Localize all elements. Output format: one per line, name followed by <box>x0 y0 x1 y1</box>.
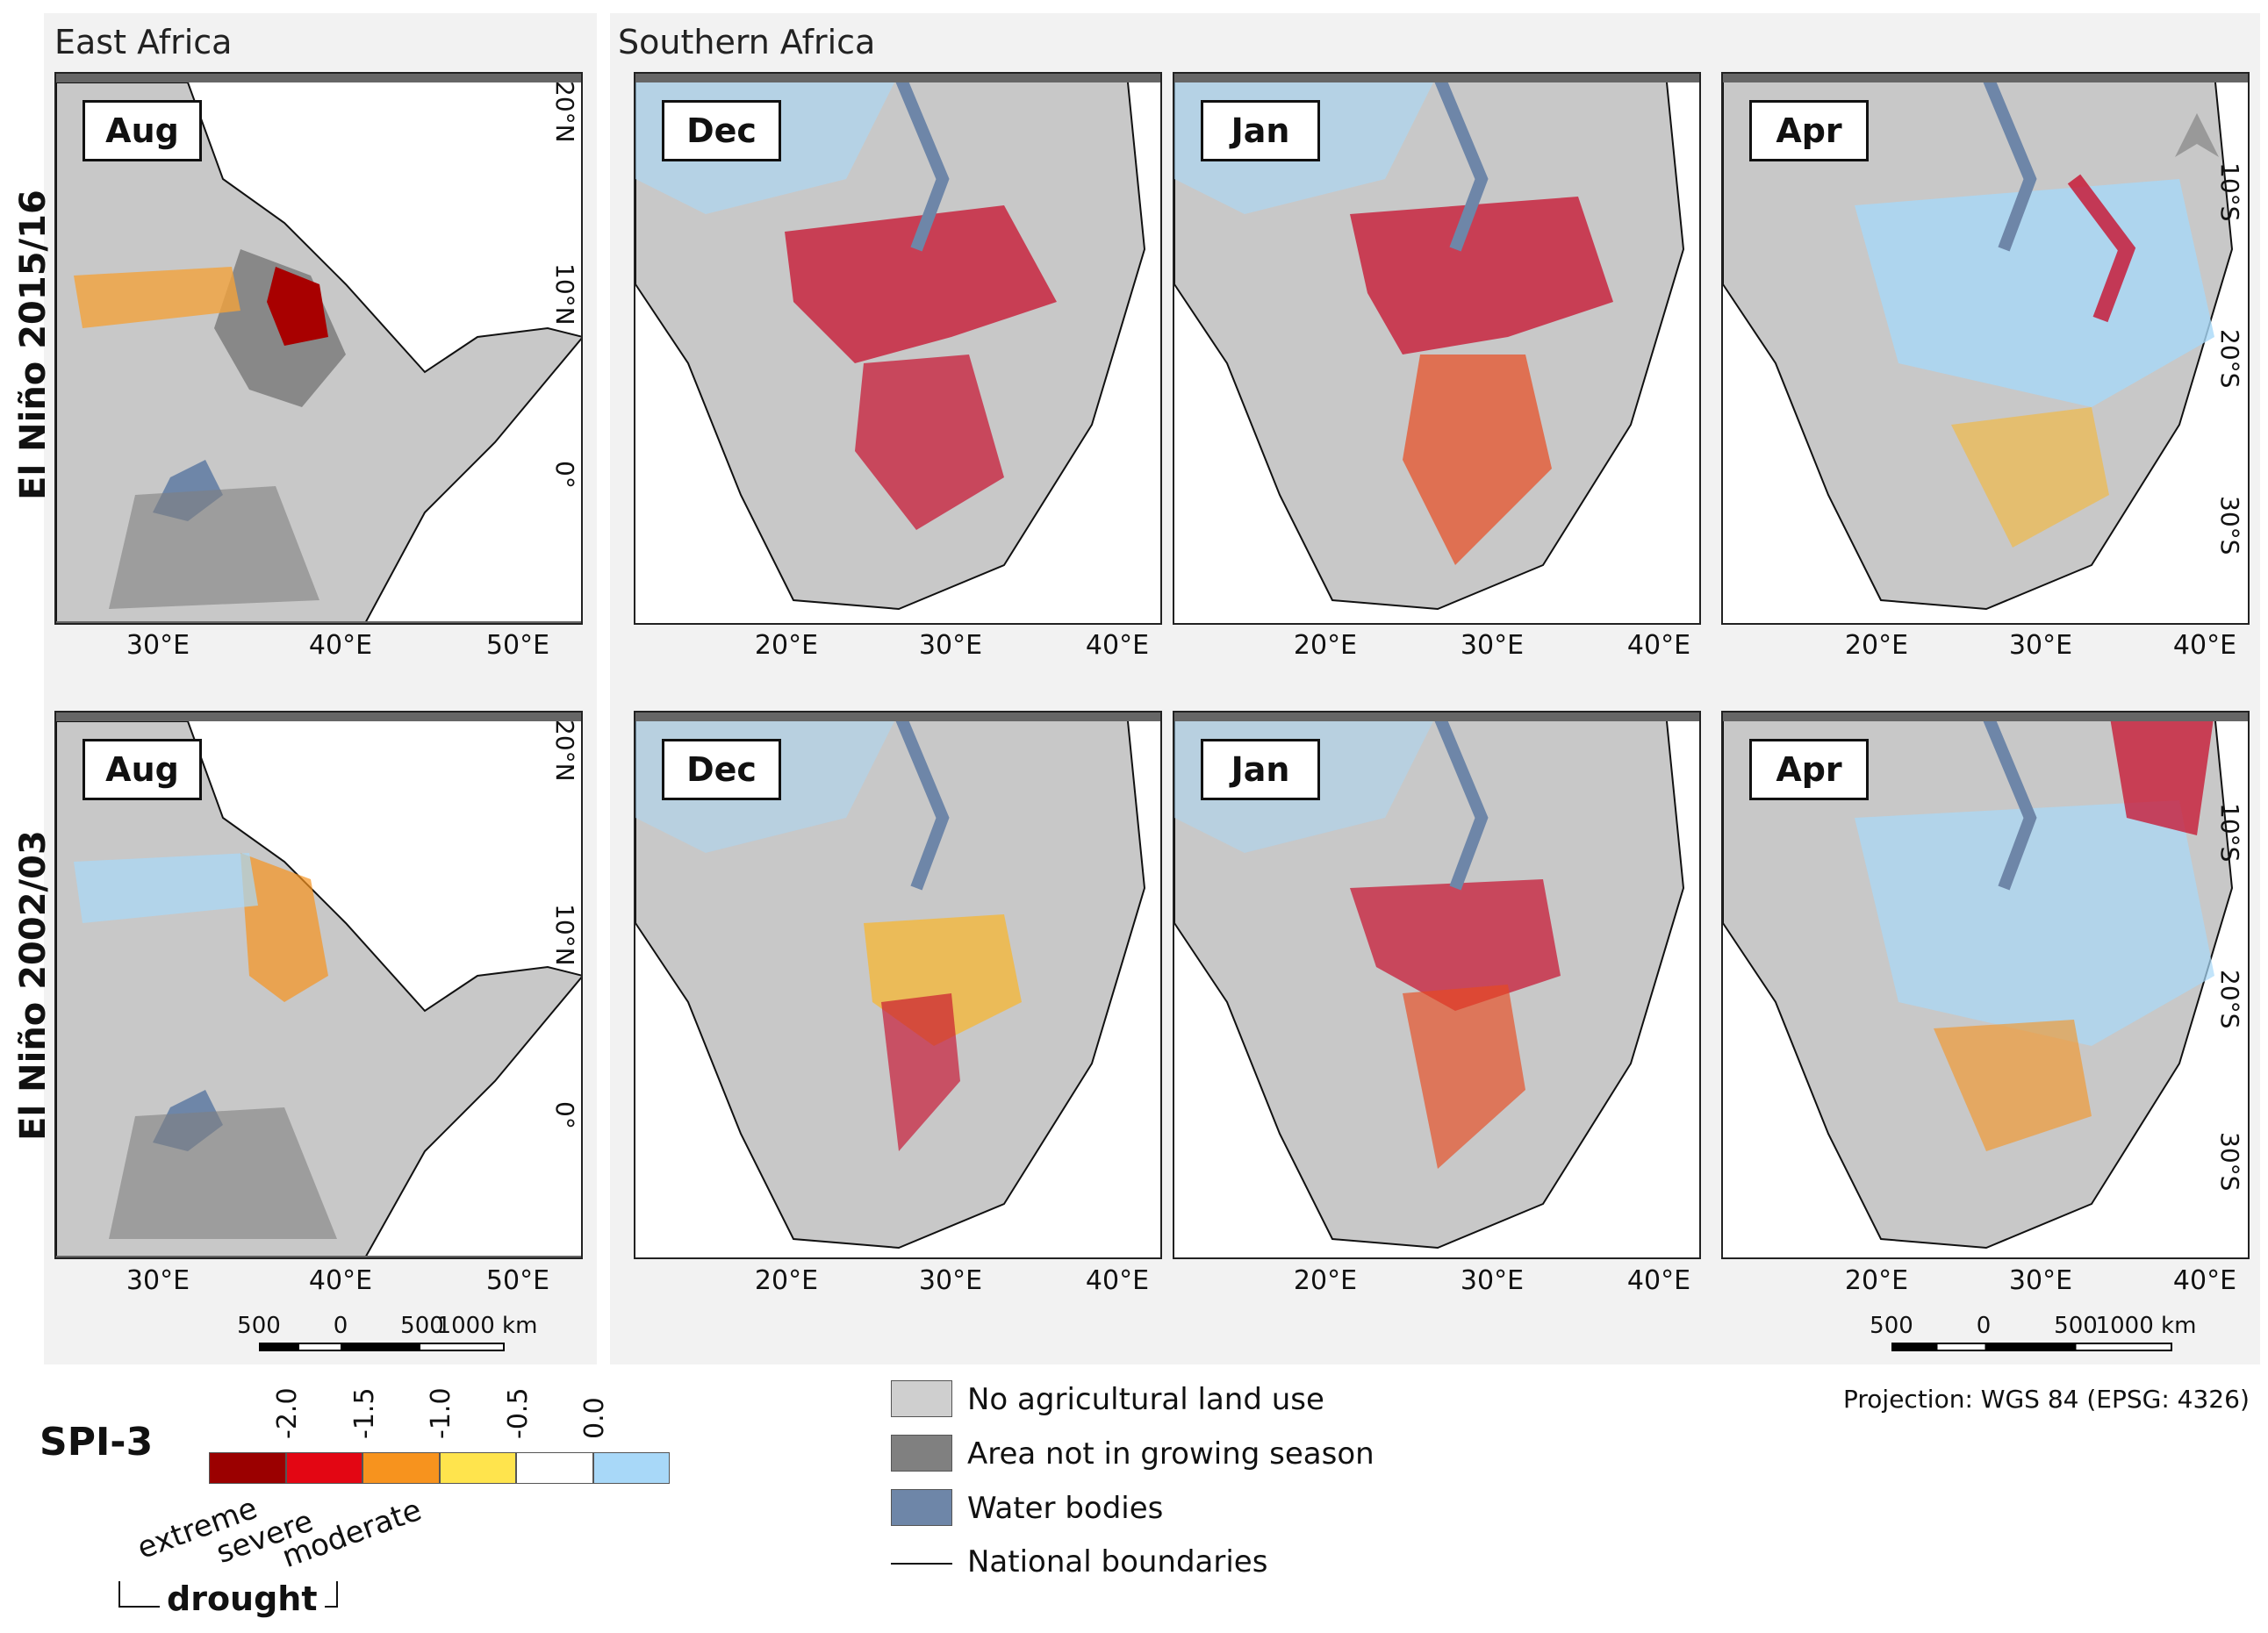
spi-color-swatch <box>592 1452 670 1484</box>
spi-color-swatch <box>362 1452 440 1484</box>
legend-label-boundaries: National boundaries <box>967 1544 1268 1579</box>
tick-y: 10°N <box>550 263 579 326</box>
legend-line-boundaries <box>891 1563 952 1565</box>
tick-x: 40°E <box>308 630 373 661</box>
month-label-apr: Apr <box>1749 100 1869 161</box>
spi-tick: -1.0 <box>426 1387 456 1439</box>
map-south-apr-2002: Apr <box>1721 711 2250 1259</box>
tick-x: 20°E <box>1844 1265 1909 1296</box>
tick-y: 20°S <box>2215 329 2244 389</box>
month-label-dec: Dec <box>662 739 781 800</box>
tick-x: 20°E <box>1293 1265 1358 1296</box>
tick-x: 40°E <box>1085 630 1150 661</box>
spi-color-swatch <box>516 1452 593 1484</box>
tick-x: 40°E <box>1626 1265 1691 1296</box>
month-label-aug: Aug <box>83 100 202 161</box>
legend-label-no-ag: No agricultural land use <box>967 1382 1324 1417</box>
month-label-aug: Aug <box>83 739 202 800</box>
tick-x: 50°E <box>485 630 550 661</box>
southern-africa-map <box>635 74 1160 623</box>
southern-africa-map <box>1174 713 1699 1257</box>
tick-x: 40°E <box>308 1265 373 1296</box>
southern-africa-map <box>1723 713 2248 1257</box>
map-south-dec-2002: Dec <box>634 711 1162 1259</box>
tick-x: 30°E <box>2008 1265 2073 1296</box>
tick-y: 20°S <box>2215 970 2244 1029</box>
east-africa-map <box>56 713 581 1257</box>
spi-color-swatch <box>439 1452 516 1484</box>
spi-color-swatch <box>209 1452 286 1484</box>
tick-x: 20°E <box>1844 630 1909 661</box>
spi-tick: -1.5 <box>349 1387 380 1439</box>
tick-y: 30°S <box>2215 496 2244 555</box>
month-label-jan: Jan <box>1201 739 1320 800</box>
southern-africa-map <box>635 713 1160 1257</box>
spi-tick: 0.0 <box>579 1397 610 1439</box>
scale-bar-east: 500 0 500 1000 km <box>237 1313 537 1351</box>
spi-tick: -2.0 <box>272 1387 303 1439</box>
tick-x: 20°E <box>1293 630 1358 661</box>
tick-x: 50°E <box>485 1265 550 1296</box>
tick-y: 20°N <box>550 720 579 782</box>
tick-y: 0° <box>550 1101 579 1129</box>
tick-x: 30°E <box>126 630 190 661</box>
tick-x: 30°E <box>918 630 983 661</box>
spi-legend-title: SPI-3 <box>39 1420 154 1465</box>
tick-x: 30°E <box>1460 630 1525 661</box>
legend-swatch-water <box>891 1489 952 1526</box>
tick-x: 40°E <box>2172 1265 2237 1296</box>
scale-bar-south: 500 0 500 1000 km <box>1870 1313 2196 1351</box>
month-label-jan: Jan <box>1201 100 1320 161</box>
east-africa-map <box>56 74 581 623</box>
row-label-2015: El Niño 2015/16 <box>13 190 54 500</box>
map-east-aug-2002: Aug <box>54 711 583 1259</box>
projection-note: Projection: WGS 84 (EPSG: 4326) <box>1843 1385 2250 1414</box>
north-arrow-icon <box>2175 113 2219 157</box>
tick-x: 30°E <box>2008 630 2073 661</box>
tick-x: 40°E <box>1085 1265 1150 1296</box>
tick-y: 10°S <box>2215 803 2244 863</box>
tick-x: 40°E <box>1626 630 1691 661</box>
legend-label-water: Water bodies <box>967 1491 1164 1526</box>
tick-x: 30°E <box>1460 1265 1525 1296</box>
row-label-2002: El Niño 2002/03 <box>13 830 54 1141</box>
legend-swatch-no-ag <box>891 1380 952 1417</box>
southern-africa-map <box>1174 74 1699 623</box>
legend-swatch-not-growing <box>891 1435 952 1472</box>
map-south-dec-2015: Dec <box>634 72 1162 625</box>
legend-label-not-growing: Area not in growing season <box>967 1436 1374 1472</box>
map-south-jan-2002: Jan <box>1173 711 1701 1259</box>
tick-y: 20°N <box>550 81 579 143</box>
tick-x: 20°E <box>754 1265 819 1296</box>
tick-x: 20°E <box>754 630 819 661</box>
map-south-apr-2015: Apr <box>1721 72 2250 625</box>
month-label-apr: Apr <box>1749 739 1869 800</box>
month-label-dec: Dec <box>662 100 781 161</box>
tick-y: 0° <box>550 461 579 489</box>
drought-group-label: drought <box>160 1579 325 1618</box>
spi-tick: -0.5 <box>503 1387 534 1439</box>
tick-x: 30°E <box>918 1265 983 1296</box>
tick-y: 10°N <box>550 904 579 966</box>
map-east-aug-2015: Aug <box>54 72 583 625</box>
tick-y: 30°S <box>2215 1132 2244 1192</box>
southern-africa-map <box>1723 74 2248 623</box>
southern-africa-title: Southern Africa <box>618 23 876 61</box>
spi-color-bar <box>209 1452 670 1484</box>
map-south-jan-2015: Jan <box>1173 72 1701 625</box>
spi-color-swatch <box>285 1452 362 1484</box>
tick-y: 10°S <box>2215 162 2244 222</box>
tick-x: 40°E <box>2172 630 2237 661</box>
tick-x: 30°E <box>126 1265 190 1296</box>
east-africa-title: East Africa <box>54 23 233 61</box>
